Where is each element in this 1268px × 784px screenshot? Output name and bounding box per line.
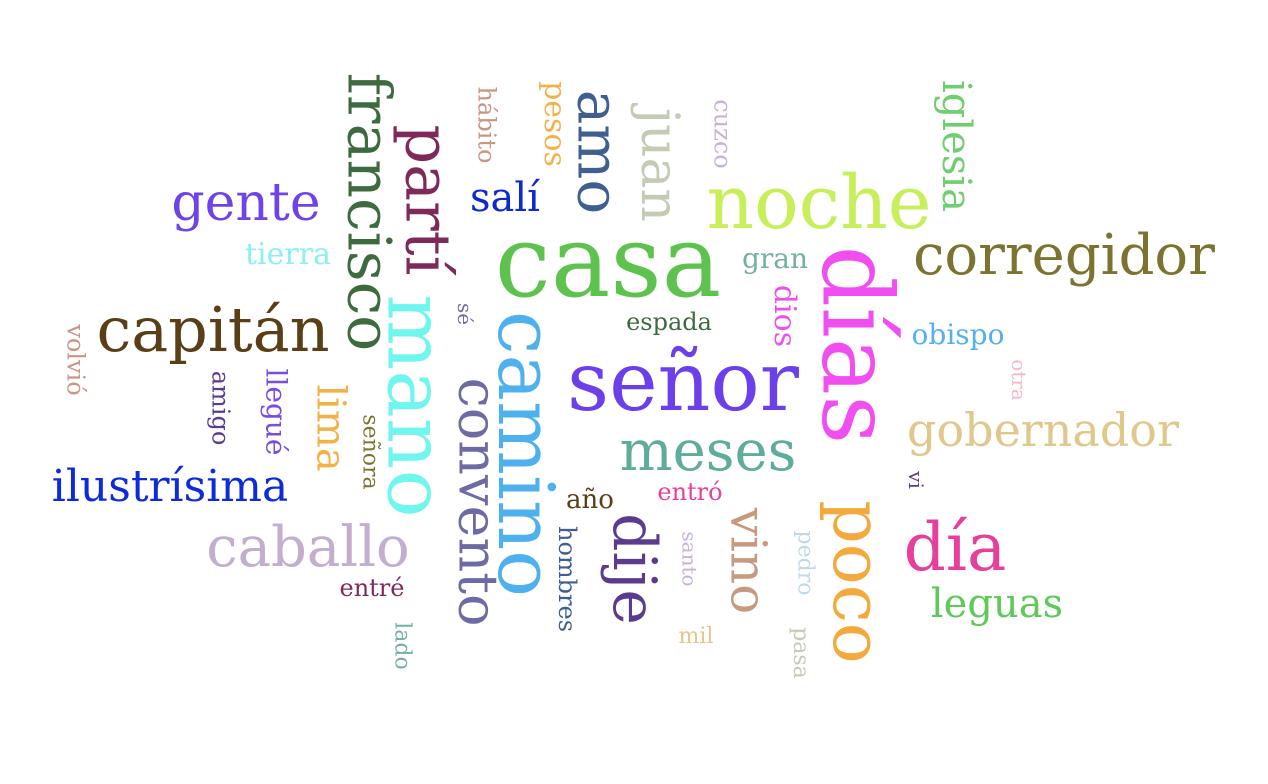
word-sali: salí bbox=[470, 175, 540, 221]
word-tierra: tierra bbox=[245, 237, 331, 272]
word-gobernador: gobernador bbox=[907, 403, 1179, 457]
word-gente: gente bbox=[171, 173, 321, 233]
word-senora: señora bbox=[357, 414, 383, 490]
word-se: sé bbox=[452, 302, 477, 326]
word-francisco: francisco bbox=[333, 72, 403, 352]
word-caballo: caballo bbox=[206, 515, 410, 580]
word-ilustrisima: ilustrísima bbox=[51, 461, 289, 512]
word-entro: entró bbox=[657, 478, 723, 506]
word-pesos: pesos bbox=[537, 81, 572, 167]
word-gran: gran bbox=[741, 242, 809, 275]
word-dije: dije bbox=[599, 513, 669, 625]
word-santo: santo bbox=[678, 531, 702, 587]
word-llegue: llegué bbox=[259, 368, 293, 456]
word-pasa: pasa bbox=[787, 627, 813, 679]
word-cuzco: cuzco bbox=[709, 99, 737, 169]
word-ano: año bbox=[566, 485, 614, 515]
word-meses: meses bbox=[619, 419, 797, 484]
word-vino: vino bbox=[718, 507, 777, 615]
word-noche: noche bbox=[706, 160, 932, 246]
word-entre: entré bbox=[339, 574, 405, 602]
word-amo: amo bbox=[564, 89, 632, 215]
word-obispo: obispo bbox=[911, 318, 1005, 351]
word-casa: casa bbox=[494, 203, 722, 320]
word-hombres: hombres bbox=[553, 525, 581, 633]
word-mil: mil bbox=[678, 624, 714, 649]
word-capitan: capitán bbox=[96, 293, 330, 366]
word-dia: día bbox=[903, 509, 1007, 586]
word-otra: otra bbox=[1007, 359, 1031, 401]
word-juan: juan bbox=[628, 107, 689, 223]
word-dias: días bbox=[800, 245, 912, 445]
word-lado: lado bbox=[389, 622, 415, 670]
word-iglesia: iglesia bbox=[933, 79, 979, 213]
word-convento: convento bbox=[446, 377, 509, 627]
word-poco: poco bbox=[817, 500, 896, 664]
word-vi: vi bbox=[903, 471, 928, 489]
word-senor: señor bbox=[567, 335, 799, 430]
word-lima: lima bbox=[308, 384, 354, 472]
word-espada: espada bbox=[626, 308, 712, 336]
word-dios: dios bbox=[766, 284, 802, 348]
word-pedro: pedro bbox=[791, 530, 817, 596]
word-corregidor: corregidor bbox=[913, 223, 1215, 288]
word-amigo: amigo bbox=[206, 370, 234, 446]
word-parti: partí bbox=[391, 124, 465, 276]
word-volvio: volvió bbox=[62, 324, 90, 396]
word-habito: hábito bbox=[472, 86, 500, 164]
word-leguas: leguas bbox=[930, 581, 1064, 627]
